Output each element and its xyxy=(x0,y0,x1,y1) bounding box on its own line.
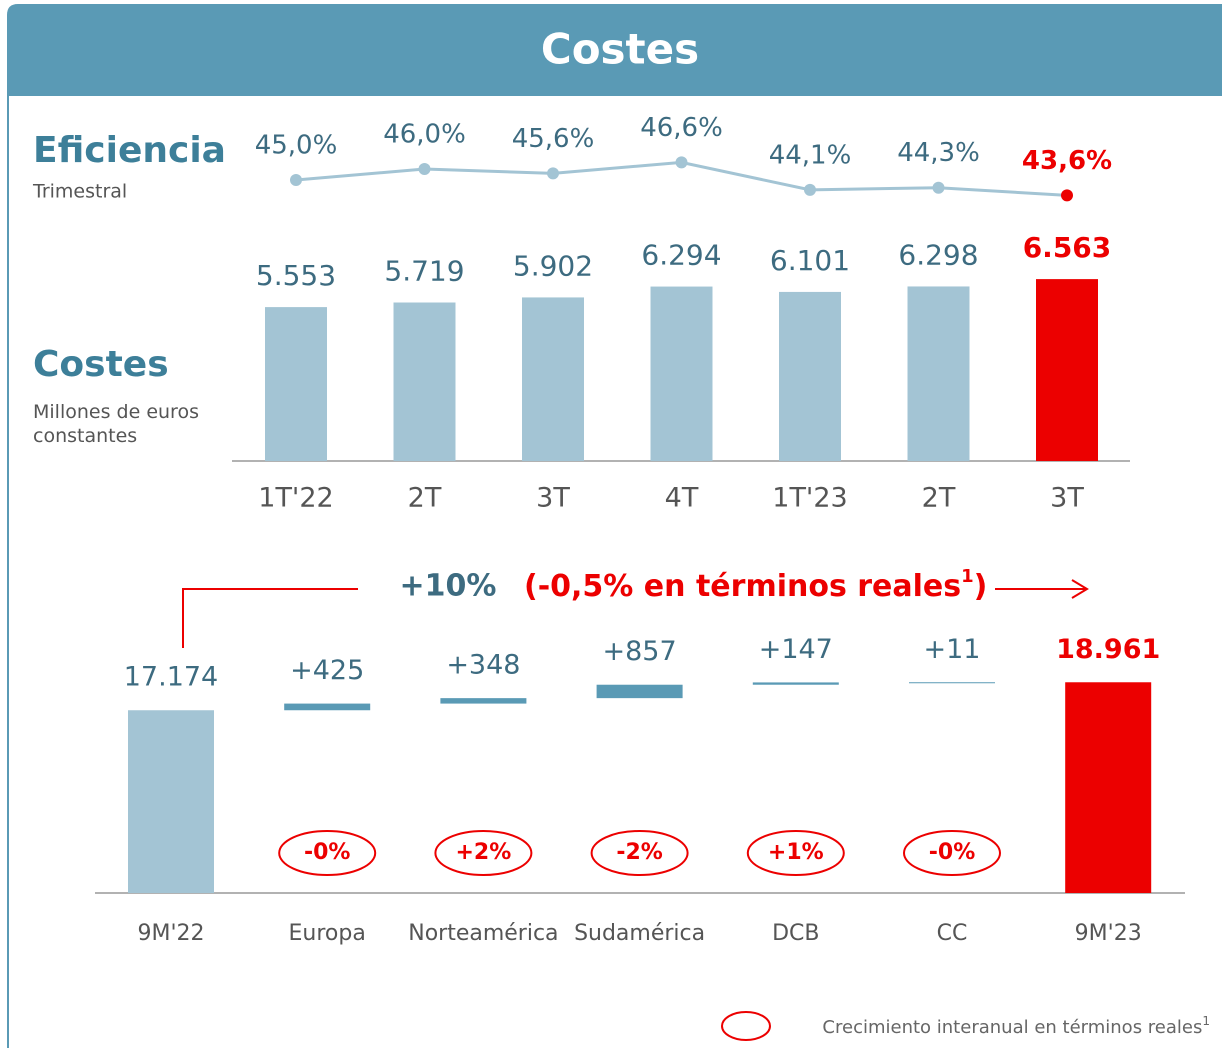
x-tick-label: Norteamérica xyxy=(408,921,558,946)
point xyxy=(290,174,302,186)
point xyxy=(675,156,688,169)
value-label: 5.902 xyxy=(513,249,593,282)
growth-label: +1% xyxy=(768,840,824,865)
bar xyxy=(907,286,970,461)
arrow xyxy=(995,579,1089,599)
point xyxy=(418,163,431,175)
value-label: +11 xyxy=(924,634,981,665)
value-label: 6.294 xyxy=(641,239,721,272)
bracket xyxy=(182,588,358,648)
x-tick-label: DCB xyxy=(772,921,819,946)
x-tick-label: 2T xyxy=(922,483,956,514)
header-bar xyxy=(7,4,1222,1048)
bar xyxy=(1036,279,1098,461)
value-label: 6.563 xyxy=(1023,231,1112,264)
legend-note: 1 xyxy=(1202,1014,1210,1028)
value-label: 43,6% xyxy=(1022,146,1112,176)
annotation-real: (-0,5% en términos reales1) xyxy=(524,566,987,604)
bar xyxy=(522,297,584,461)
value-label: 46,6% xyxy=(640,113,723,143)
annotation-part: 1 xyxy=(961,566,974,587)
x-tick-label: Europa xyxy=(289,921,366,946)
value-label: 46,0% xyxy=(383,120,466,150)
bar xyxy=(650,286,713,461)
bar xyxy=(265,307,327,461)
x-tick-label: 1T'22 xyxy=(258,483,333,514)
annotation-nominal: +10% xyxy=(400,569,497,604)
bar xyxy=(909,682,995,684)
bar xyxy=(393,302,456,461)
value-label: 45,0% xyxy=(255,131,338,161)
growth-label: -2% xyxy=(616,840,662,865)
growth-label: -0% xyxy=(304,840,350,865)
bar xyxy=(128,710,214,893)
x-tick-label: 3T xyxy=(1050,483,1084,514)
value-label: 5.719 xyxy=(384,255,464,288)
growth-label: -0% xyxy=(929,840,975,865)
growth-ellipse xyxy=(590,830,689,876)
x-tick-label: Sudamérica xyxy=(574,921,705,946)
bar-subtitle: Millones de euros constantes xyxy=(33,401,199,447)
growth-ellipse xyxy=(903,830,1001,876)
value-label: +857 xyxy=(603,636,677,667)
growth-ellipse xyxy=(278,830,377,876)
line-title: Eficiencia xyxy=(33,130,226,171)
annotation-part: ) xyxy=(974,569,988,604)
value-label: +425 xyxy=(290,655,364,686)
point xyxy=(932,181,945,194)
value-label: +147 xyxy=(759,634,833,665)
legend-text: Crecimiento interanual en términos reale… xyxy=(822,1014,1210,1039)
value-label: 6.101 xyxy=(770,244,850,277)
value-label: 44,1% xyxy=(769,140,852,170)
bar xyxy=(440,698,527,704)
annotation-part: (-0,5% en términos reales xyxy=(524,569,961,604)
bar-title: Costes xyxy=(33,344,169,385)
bar xyxy=(779,291,841,461)
x-tick-label: 2T xyxy=(408,483,442,514)
growth-label: +2% xyxy=(456,840,512,865)
point xyxy=(804,183,816,196)
bar xyxy=(1065,682,1152,893)
legend-part: Crecimiento interanual en términos reale… xyxy=(822,1017,1202,1038)
bar xyxy=(284,703,371,711)
x-tick-label: CC xyxy=(937,921,968,946)
point xyxy=(547,167,559,180)
growth-ellipse xyxy=(746,830,845,876)
value-label: 17.174 xyxy=(124,662,218,693)
bar xyxy=(752,682,839,685)
x-tick-label: 4T xyxy=(665,483,699,514)
value-label: 44,3% xyxy=(897,138,980,168)
value-label: 5.553 xyxy=(256,259,336,292)
x-tick-label: 1T'23 xyxy=(772,483,847,514)
x-tick-label: 9M'23 xyxy=(1075,921,1142,946)
bar xyxy=(596,684,683,699)
x-tick-label: 9M'22 xyxy=(137,921,204,946)
line-subtitle: Trimestral xyxy=(32,181,127,203)
legend-ellipse xyxy=(721,1011,771,1041)
point xyxy=(1061,189,1073,202)
x-tick-label: 3T xyxy=(536,483,570,514)
page-title: Costes xyxy=(541,25,699,74)
value-label: 18.961 xyxy=(1056,634,1160,665)
value-label: 45,6% xyxy=(512,124,595,154)
value-label: +348 xyxy=(446,650,520,681)
value-label: 6.298 xyxy=(898,238,978,271)
growth-ellipse xyxy=(434,830,533,876)
